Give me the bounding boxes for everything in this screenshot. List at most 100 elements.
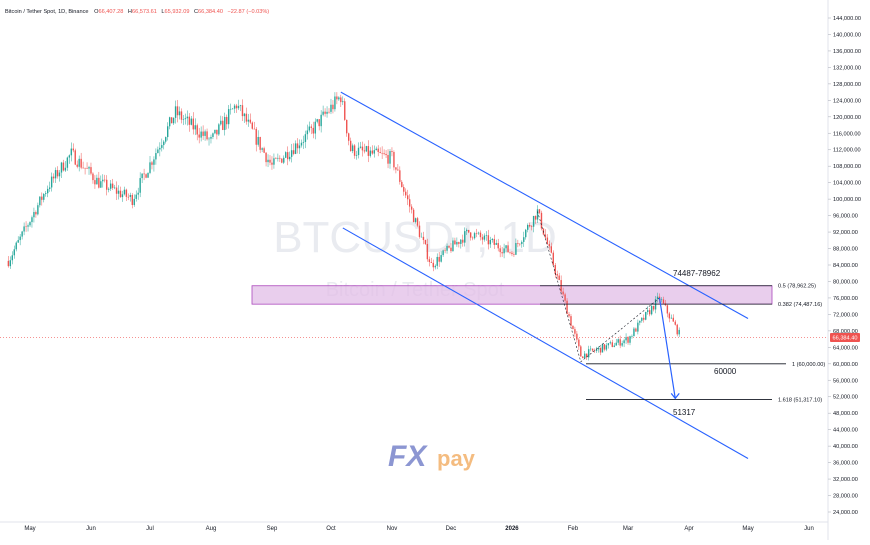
fib-level-label: 0.5 (78,962.25) [778, 284, 816, 290]
price-axis[interactable]: 144,000.00 140,000.00 136,000.00 132,000.00… [828, 16, 861, 516]
candle-body [80, 158, 82, 168]
fibonacci-levels[interactable]: 0.5 (78,962.25) 0.382 (74,487.16) 1 (60,00… [540, 284, 825, 404]
candle-body [503, 248, 505, 254]
x-tick-label: May [24, 526, 35, 532]
channel-lower-line[interactable] [342, 227, 749, 459]
candle-body [458, 242, 460, 244]
candle-body [92, 173, 94, 181]
candle-body [48, 187, 51, 189]
candle-body [485, 235, 488, 236]
candle-body [576, 333, 578, 340]
candle-body [300, 142, 303, 146]
fxpay-logo: FX pay [388, 440, 476, 473]
candle-body [355, 155, 358, 156]
candle-body [650, 306, 653, 315]
candle-body [387, 155, 389, 164]
candle-body [157, 149, 159, 154]
candle-body [15, 242, 17, 250]
candle-body [7, 260, 10, 267]
candle-body [235, 105, 238, 109]
candle-body [249, 119, 252, 123]
candle-body [416, 218, 419, 226]
candle-body [70, 148, 73, 156]
candle-body [385, 153, 387, 156]
candle-body [98, 177, 100, 188]
candle-body [131, 194, 133, 205]
candle-body [589, 348, 592, 350]
candle-body [556, 274, 558, 276]
candle-body [424, 240, 427, 245]
candle-body [31, 217, 33, 223]
candle-body [493, 238, 495, 245]
y-tick-label: 100,000.00 [833, 197, 861, 203]
candle-body [599, 347, 602, 353]
candle-body [196, 125, 198, 135]
candle-body [269, 159, 271, 163]
candle-body [597, 347, 600, 350]
channel-upper-line[interactable] [340, 91, 749, 319]
y-tick-label: 28,000.00 [833, 494, 858, 500]
candle-body [672, 317, 674, 322]
candle-body [344, 101, 346, 120]
candle-body [54, 170, 57, 179]
candle-body [190, 118, 193, 125]
resistance-zone[interactable] [251, 285, 773, 305]
x-tick-label: Dec [446, 526, 457, 532]
candle-body [436, 256, 438, 266]
time-axis[interactable]: May Jun Jul Aug Sep Oct Nov Dec 2026 Feb Mar Apr May… [24, 526, 814, 532]
candle-body [641, 317, 643, 321]
y-tick-label: 36,000.00 [833, 461, 858, 467]
x-tick-label: 2026 [505, 526, 519, 532]
descending-channel[interactable] [340, 91, 749, 459]
candle-body [288, 156, 291, 160]
candle-body [367, 146, 370, 156]
y-tick-label: 88,000.00 [833, 247, 858, 253]
candle-body [39, 196, 41, 206]
candle-body [241, 105, 244, 117]
candle-body [212, 133, 214, 137]
candle-body [540, 212, 543, 229]
x-tick-label: Apr [684, 526, 693, 532]
candle-body [273, 158, 275, 165]
candle-body [395, 167, 397, 170]
candle-body [222, 120, 224, 130]
candle-body [247, 119, 250, 122]
candle-body [62, 162, 65, 171]
candle-body [444, 250, 446, 252]
candle-body [532, 215, 535, 227]
candle-body [125, 189, 128, 197]
candle-body [351, 145, 354, 152]
candle-body [466, 229, 468, 232]
candle-body [670, 317, 673, 319]
candle-body [611, 342, 613, 347]
candle-body [25, 226, 27, 228]
candle-body [324, 111, 326, 114]
candle-body [174, 106, 177, 118]
candle-body [552, 252, 554, 266]
open-value: 66,407.28 [98, 9, 123, 15]
candle-body [161, 145, 163, 148]
candle-body [84, 167, 86, 169]
candle-body [410, 206, 413, 210]
candle-body [45, 193, 47, 195]
ohlc-header: Bitcoin / Tether Spot, 1D, Binance O66,4… [5, 9, 269, 15]
candle-body [564, 294, 566, 301]
candle-body [123, 189, 126, 195]
candlestick-series [7, 92, 680, 361]
candle-body [285, 152, 287, 158]
candle-body [229, 108, 232, 110]
y-tick-label: 124,000.00 [833, 98, 861, 104]
candle-body [13, 249, 15, 256]
candle-body [322, 111, 324, 115]
y-tick-label: 56,000.00 [833, 378, 858, 384]
candle-body [574, 329, 576, 334]
change-value: −22.87 (−0.03%) [228, 9, 270, 15]
candle-body [448, 245, 450, 248]
candle-body [405, 191, 407, 196]
candle-body [446, 245, 448, 251]
candle-body [471, 237, 474, 239]
high-value: 66,573.61 [132, 9, 157, 15]
candle-body [365, 146, 368, 152]
candle-body [525, 229, 527, 238]
